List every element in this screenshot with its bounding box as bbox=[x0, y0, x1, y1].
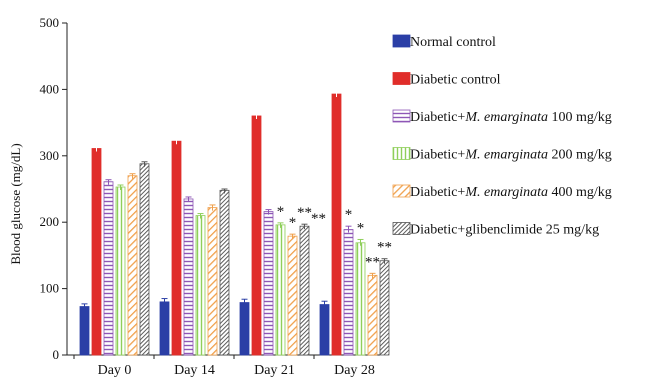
bar-5-day-14 bbox=[207, 207, 218, 356]
y-tick-label: 300 bbox=[40, 148, 60, 163]
x-tick-label: Day 21 bbox=[254, 363, 295, 378]
bar-1-day-0 bbox=[79, 306, 90, 356]
x-tick-label: Day 28 bbox=[334, 363, 375, 378]
legend-text-part: 200 mg/kg bbox=[548, 148, 612, 163]
bar-6-day-14 bbox=[219, 189, 230, 356]
bar-3-day-0 bbox=[103, 181, 114, 356]
bar-5-day-0 bbox=[127, 175, 138, 356]
legend-swatch-3 bbox=[392, 109, 411, 123]
legend-label-2: Diabetic control bbox=[410, 73, 501, 88]
bar-2-day-14 bbox=[171, 140, 182, 356]
y-tick-label: 500 bbox=[40, 15, 60, 30]
legend-text-part: 100 mg/kg bbox=[548, 110, 612, 125]
legend-text-part: Normal control bbox=[410, 35, 496, 50]
bar-5-day-28 bbox=[367, 274, 378, 356]
significance-mark: * bbox=[289, 215, 297, 231]
legend-text-part: Diabetic+ bbox=[410, 110, 465, 125]
legend-swatch-4 bbox=[392, 147, 411, 160]
significance-marks: **** ******** bbox=[277, 204, 392, 270]
legend-label-5: Diabetic+M. emarginata 400 mg/kg bbox=[410, 185, 612, 200]
y-tick-label: 100 bbox=[40, 281, 60, 296]
legend-text-part: Diabetic+ bbox=[410, 185, 465, 200]
y-axis-label: Blood glucose (mg/dL) bbox=[8, 143, 23, 264]
bar-3-day-21 bbox=[263, 211, 274, 356]
bars bbox=[79, 88, 390, 356]
bar-3-day-28 bbox=[343, 229, 354, 356]
bar-3-day-14 bbox=[183, 198, 194, 356]
bar-2-day-21 bbox=[251, 115, 262, 356]
significance-mark: * bbox=[277, 204, 285, 220]
significance-mark: ** bbox=[311, 211, 326, 227]
significance-mark: * bbox=[357, 220, 365, 236]
x-tick-label: Day 0 bbox=[98, 363, 132, 378]
x-tick-labels: Day 0 Day 14 Day 21 Day 28 bbox=[73, 355, 375, 378]
y-tick-label: 400 bbox=[40, 81, 60, 96]
legend-swatch-5 bbox=[392, 184, 411, 198]
bar-2-day-0 bbox=[91, 148, 102, 356]
bar-6-day-28 bbox=[379, 260, 390, 356]
significance-mark: ** bbox=[297, 205, 312, 221]
legend-swatch-2 bbox=[392, 72, 411, 85]
legend-text-part: M. emarginata bbox=[464, 148, 548, 163]
axes: 0 100 200 300 400 500 bbox=[40, 15, 380, 362]
legend-swatch-6 bbox=[392, 222, 411, 235]
legend-text-part: Diabetic+glibenclimide 25 mg/kg bbox=[410, 223, 599, 238]
bar-4-day-14 bbox=[195, 215, 206, 356]
legend-swatch-1 bbox=[392, 34, 411, 48]
legend-text-part: M. emarginata bbox=[464, 110, 548, 125]
legend-text-part: Diabetic+ bbox=[410, 148, 465, 163]
bar-1-day-21 bbox=[239, 302, 250, 356]
y-tick-label: 0 bbox=[53, 347, 60, 362]
bar-4-day-0 bbox=[115, 186, 126, 356]
bar-6-day-21 bbox=[299, 225, 310, 356]
bar-1-day-14 bbox=[159, 301, 170, 356]
bar-4-day-28 bbox=[355, 242, 366, 356]
x-tick-label: Day 14 bbox=[174, 363, 215, 378]
legend-text-part: 400 mg/kg bbox=[548, 185, 612, 200]
bar-4-day-21 bbox=[275, 224, 286, 356]
significance-mark: * bbox=[345, 207, 353, 223]
y-tick-label: 200 bbox=[40, 214, 60, 229]
significance-mark: ** bbox=[365, 254, 380, 270]
legend-label-6: Diabetic+glibenclimide 25 mg/kg bbox=[410, 223, 599, 238]
legend-label-3: Diabetic+M. emarginata 100 mg/kg bbox=[410, 110, 612, 125]
bar-5-day-21 bbox=[287, 235, 298, 356]
bar-6-day-0 bbox=[139, 163, 150, 356]
bar-1-day-28 bbox=[319, 304, 330, 356]
legend-text-part: M. emarginata bbox=[464, 185, 548, 200]
legend-text-part: Diabetic control bbox=[410, 73, 501, 88]
bar-2-day-28 bbox=[331, 93, 342, 356]
legend-label-1: Normal control bbox=[410, 35, 496, 50]
significance-mark: ** bbox=[377, 240, 392, 256]
legend-label-4: Diabetic+M. emarginata 200 mg/kg bbox=[410, 148, 612, 163]
